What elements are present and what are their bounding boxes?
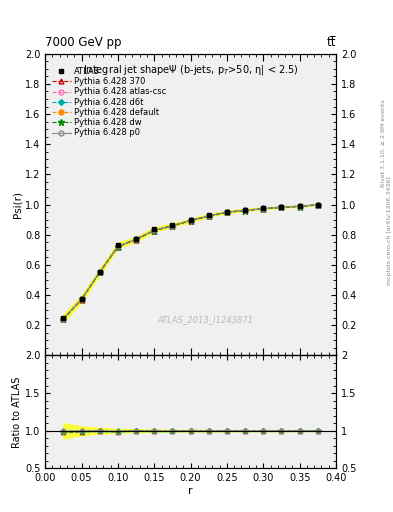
Text: tt̅: tt̅ xyxy=(327,36,336,49)
Y-axis label: Psi(r): Psi(r) xyxy=(12,191,22,218)
X-axis label: r: r xyxy=(188,486,193,496)
Y-axis label: Ratio to ATLAS: Ratio to ATLAS xyxy=(12,376,22,447)
Text: Rivet 3.1.10, ≥ 2.9M events: Rivet 3.1.10, ≥ 2.9M events xyxy=(381,99,386,187)
Text: mcplots.cern.ch [arXiv:1306.3436]: mcplots.cern.ch [arXiv:1306.3436] xyxy=(387,176,391,285)
Text: Integral jet shapeΨ (b-jets, p$_T$>50, η| < 2.5): Integral jet shapeΨ (b-jets, p$_T$>50, η… xyxy=(83,63,299,77)
Text: ATLAS_2013_I1243871: ATLAS_2013_I1243871 xyxy=(157,315,253,324)
Legend: ATLAS, Pythia 6.428 370, Pythia 6.428 atlas-csc, Pythia 6.428 d6t, Pythia 6.428 : ATLAS, Pythia 6.428 370, Pythia 6.428 at… xyxy=(52,67,166,138)
Text: 7000 GeV pp: 7000 GeV pp xyxy=(45,36,122,49)
